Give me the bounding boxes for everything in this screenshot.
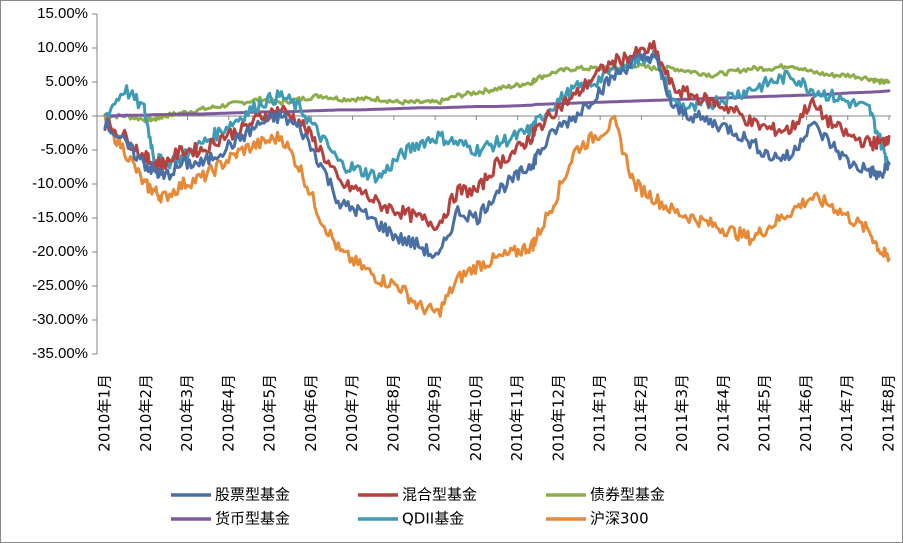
x-tick-label: 2011年1月 bbox=[591, 374, 609, 452]
series-layer bbox=[103, 39, 891, 318]
axes: 15.00% 10.00% 5.00% 0.00% -5.00% -10.00% -15.0… bbox=[32, 5, 897, 461]
legend-label: 混合型基金 bbox=[402, 486, 477, 504]
y-tick-label: 10.00% bbox=[37, 39, 88, 56]
x-tick-label: 2010年11月 bbox=[508, 374, 526, 461]
legend-entry: 货币型基金 bbox=[171, 510, 290, 528]
y-tick-label: 15.00% bbox=[37, 5, 88, 22]
x-tick-label: 2010年1月 bbox=[96, 374, 114, 452]
legend-entry: 混合型基金 bbox=[358, 486, 477, 504]
y-tick-label: -15.00% bbox=[32, 209, 88, 226]
legend-entry: 债券型基金 bbox=[546, 486, 665, 504]
y-tick-label: 5.00% bbox=[45, 73, 88, 90]
series-line bbox=[103, 89, 891, 118]
x-tick-label: 2010年9月 bbox=[426, 374, 444, 452]
x-tick-label: 2011年5月 bbox=[756, 374, 774, 452]
x-tick-label: 2010年4月 bbox=[219, 374, 237, 452]
x-tick-label: 2010年7月 bbox=[343, 374, 361, 452]
y-tick-label: 0.00% bbox=[45, 107, 88, 124]
series-line bbox=[103, 114, 891, 318]
y-tick-label: -20.00% bbox=[32, 243, 88, 260]
x-tick-label: 2010年3月 bbox=[178, 374, 196, 452]
series-line bbox=[103, 62, 891, 123]
series-line bbox=[103, 49, 891, 184]
x-tick-label: 2010年8月 bbox=[384, 374, 402, 452]
x-tick-label: 2011年4月 bbox=[714, 374, 732, 452]
x-tick-label: 2010年10月 bbox=[467, 374, 485, 461]
series-line bbox=[103, 39, 891, 232]
y-tick-label: -35.00% bbox=[32, 345, 88, 362]
x-tick-label: 2011年7月 bbox=[838, 374, 856, 452]
legend-label: 货币型基金 bbox=[215, 510, 290, 528]
legend-label: 债券型基金 bbox=[590, 486, 665, 504]
x-tick-label: 2011年8月 bbox=[880, 374, 898, 452]
legend-entry: 沪深300 bbox=[546, 510, 649, 528]
y-tick-label: -25.00% bbox=[32, 277, 88, 294]
series-line bbox=[103, 52, 891, 259]
legend-label: QDII基金 bbox=[402, 510, 464, 528]
x-tick-label: 2011年2月 bbox=[632, 374, 650, 452]
legend-entry: QDII基金 bbox=[358, 510, 464, 528]
y-tick-label: -5.00% bbox=[40, 141, 88, 158]
y-tick-label: -10.00% bbox=[32, 175, 88, 192]
legend-label: 股票型基金 bbox=[215, 486, 290, 504]
legend-entry: 股票型基金 bbox=[171, 486, 290, 504]
x-tick-label: 2010年5月 bbox=[261, 374, 279, 452]
y-tick-label: -30.00% bbox=[32, 311, 88, 328]
x-tick-label: 2010年6月 bbox=[302, 374, 320, 452]
x-tick-label: 2010年2月 bbox=[137, 374, 155, 452]
x-tick-label: 2010年12月 bbox=[549, 374, 567, 461]
x-tick-label: 2011年6月 bbox=[797, 374, 815, 452]
x-tick-label: 2011年3月 bbox=[673, 374, 691, 452]
legend-label: 沪深300 bbox=[590, 510, 649, 528]
